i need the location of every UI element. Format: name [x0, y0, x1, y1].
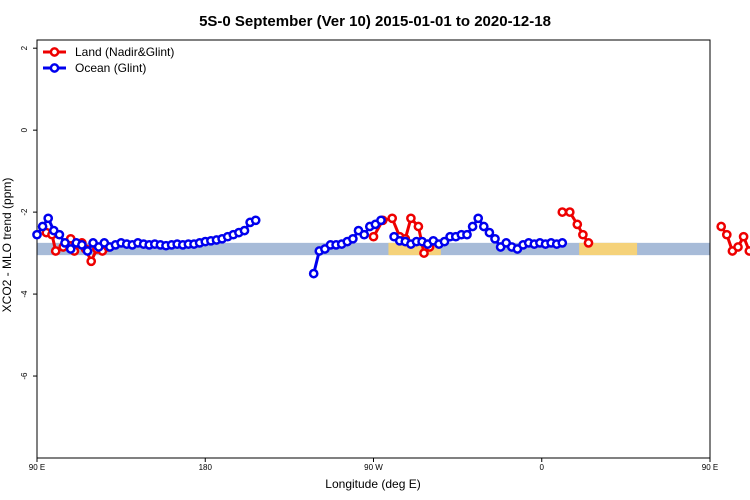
x-tick-label: 90 E — [702, 463, 718, 472]
data-point — [738, 231, 749, 242]
y-tick-label: -6 — [20, 372, 29, 380]
data-point — [387, 213, 398, 224]
data-point — [368, 231, 379, 242]
data-point — [239, 225, 250, 236]
legend-marker — [49, 47, 60, 57]
data-point — [86, 256, 97, 267]
data-point — [721, 229, 732, 240]
series-ocean — [32, 213, 568, 279]
y-tick-label: -4 — [20, 290, 29, 298]
legend: Land (Nadir&Glint) Ocean (Glint) — [43, 45, 174, 75]
data-point — [473, 213, 484, 224]
x-tick-label: 0 — [540, 463, 545, 472]
band-highlight — [579, 242, 638, 256]
x-tick-label: 90 W — [364, 463, 383, 472]
data-point — [578, 229, 588, 240]
data-point — [467, 221, 478, 232]
data-point — [359, 229, 370, 240]
data-point — [744, 246, 750, 256]
data-point — [439, 236, 450, 247]
series-layer — [32, 207, 750, 279]
x-tick-label: 180 — [199, 463, 213, 472]
x-axis-label: Longitude (deg E) — [325, 477, 420, 491]
data-point — [419, 248, 429, 258]
data-point — [490, 233, 500, 244]
y-axis-ticks: 2 0 -2 -4 -6 — [20, 45, 37, 380]
data-point — [413, 221, 424, 232]
data-point — [376, 215, 386, 226]
data-point — [60, 238, 70, 248]
data-point — [50, 246, 61, 256]
legend-label: Ocean (Glint) — [75, 61, 146, 75]
data-point — [484, 227, 495, 238]
data-point — [572, 219, 583, 230]
data-point — [32, 229, 42, 240]
y-axis-label: XCO2 - MLO trend (ppm) — [0, 178, 14, 313]
data-point — [54, 229, 65, 240]
data-point — [716, 221, 727, 232]
data-point — [77, 240, 87, 250]
y-tick-label: 2 — [20, 45, 29, 50]
data-point — [308, 268, 319, 279]
data-point — [557, 207, 568, 217]
chart-title: 5S-0 September (Ver 10) 2015-01-01 to 20… — [199, 13, 551, 30]
legend-label: Land (Nadir&Glint) — [75, 45, 174, 59]
legend-marker — [49, 63, 60, 73]
data-point — [462, 229, 472, 240]
data-point — [43, 213, 54, 224]
data-point — [250, 215, 261, 226]
data-point — [557, 238, 568, 248]
data-point — [564, 207, 575, 217]
data-point — [406, 213, 416, 224]
data-point — [478, 221, 489, 232]
x-tick-label: 90 E — [29, 463, 45, 472]
data-point — [37, 221, 48, 232]
data-point — [82, 246, 93, 256]
x-axis-ticks: 90 E 180 90 W 0 90 E — [29, 458, 718, 472]
data-point — [733, 242, 743, 252]
data-point — [65, 244, 76, 254]
y-tick-label: 0 — [20, 127, 29, 132]
y-tick-label: -2 — [20, 208, 29, 216]
data-point — [583, 238, 594, 248]
data-point — [348, 233, 358, 244]
